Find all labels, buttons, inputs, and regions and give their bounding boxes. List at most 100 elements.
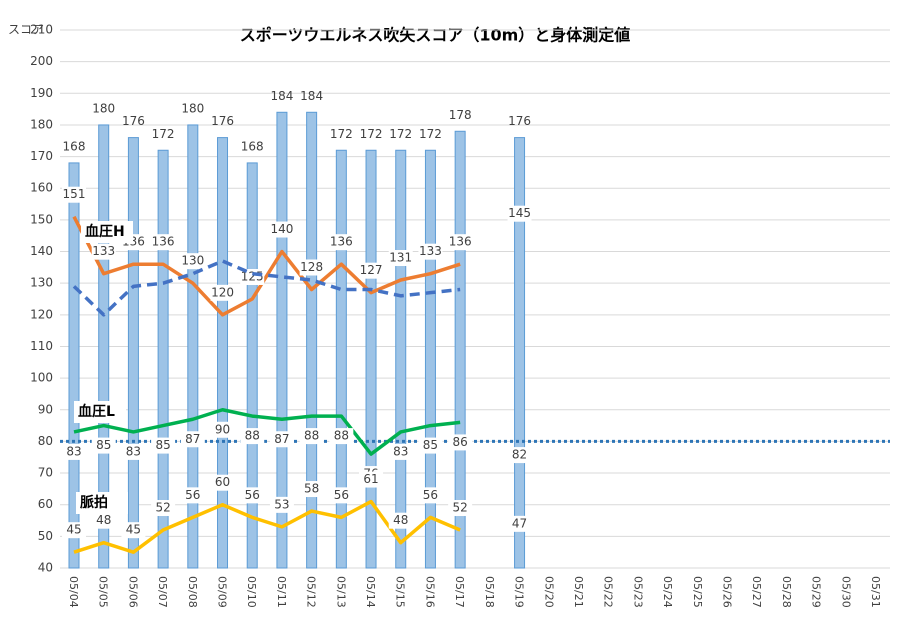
label-bg — [62, 522, 86, 539]
label-bg — [448, 234, 473, 251]
bar-label: 178 — [449, 108, 472, 122]
bar — [246, 162, 258, 569]
data-label: 48 — [96, 513, 111, 527]
x-tick-label: 05/11 — [275, 576, 288, 608]
bar-label: 176 — [508, 114, 531, 128]
bar — [127, 137, 139, 569]
label-bg — [210, 421, 235, 438]
x-tick-label: 05/08 — [186, 576, 199, 608]
data-label: 48 — [393, 513, 408, 527]
label-bg — [329, 428, 354, 445]
label-bg — [151, 234, 176, 251]
y-tick-label: 190 — [30, 86, 53, 100]
label-bg — [151, 500, 176, 517]
y-tick-label: 120 — [30, 307, 53, 321]
y-tick-label: 130 — [30, 276, 53, 290]
x-tick-label: 05/15 — [394, 576, 407, 608]
label-bg — [388, 443, 413, 460]
data-label: 82 — [512, 448, 527, 462]
data-label: 120 — [211, 285, 234, 299]
x-tick-label: 05/31 — [869, 576, 882, 608]
x-tick-label: 05/16 — [423, 576, 436, 608]
y-tick-label: 150 — [30, 212, 53, 226]
data-label: 87 — [185, 432, 200, 446]
line — [74, 217, 520, 315]
x-tick-label: 05/12 — [305, 576, 318, 608]
label-bg — [448, 500, 473, 517]
x-tick-label: 05/25 — [691, 576, 704, 608]
data-label: 61 — [363, 472, 378, 486]
label-bg — [210, 474, 235, 491]
data-label: 136 — [152, 235, 175, 249]
label-bg — [121, 522, 146, 539]
x-tick-label: 05/07 — [156, 576, 169, 608]
label-bg — [359, 471, 384, 488]
y-tick-label: 200 — [30, 54, 53, 68]
data-label: 60 — [215, 475, 230, 489]
label-bg — [91, 512, 116, 529]
data-label: 86 — [453, 435, 468, 449]
bar-label: 184 — [300, 89, 323, 103]
label-bg — [299, 481, 324, 498]
data-label: 56 — [185, 488, 200, 502]
label-bg — [240, 428, 265, 445]
x-tick-label: 05/29 — [810, 576, 823, 608]
label-bg — [329, 234, 354, 251]
bar — [514, 137, 526, 569]
bar — [306, 111, 318, 569]
bar-label: 168 — [241, 139, 264, 153]
series-annotation: 血圧L — [78, 403, 115, 420]
x-tick-label: 05/13 — [334, 576, 347, 608]
bar — [217, 137, 229, 569]
y-tick-label: 170 — [30, 149, 53, 163]
data-label: 140 — [270, 222, 293, 236]
x-tick-label: 05/30 — [839, 576, 852, 608]
data-label: 131 — [389, 251, 412, 265]
label-bg — [269, 221, 294, 238]
data-label: 125 — [241, 270, 264, 284]
x-tick-label: 05/22 — [602, 576, 615, 608]
x-tick-label: 05/20 — [542, 576, 555, 608]
bar — [454, 130, 466, 569]
bar — [157, 149, 169, 569]
label-bg — [269, 496, 294, 513]
bar — [424, 149, 436, 569]
data-label: 88 — [304, 429, 319, 443]
label-bg — [448, 434, 473, 451]
data-label: 127 — [360, 263, 383, 277]
data-label: 52 — [155, 501, 170, 515]
bar — [187, 124, 199, 569]
annotation-bg — [74, 401, 126, 423]
data-label: 130 — [181, 254, 204, 268]
data-label: 56 — [334, 488, 349, 502]
bar-label: 172 — [152, 127, 175, 141]
y-tick-label: 90 — [38, 402, 53, 416]
y-tick-label: 180 — [30, 117, 53, 131]
bar-label: 172 — [389, 127, 412, 141]
label-bg — [180, 487, 205, 504]
bar — [335, 149, 347, 569]
y-tick-label: 70 — [38, 466, 53, 480]
x-tick-label: 05/26 — [720, 576, 733, 608]
bar-label: 184 — [270, 89, 293, 103]
y-tick-label: 80 — [38, 434, 53, 448]
bar — [98, 124, 110, 569]
data-label: 145 — [508, 206, 531, 220]
data-label: 47 — [512, 516, 527, 530]
label-bg — [299, 259, 324, 276]
annotation-bg — [76, 492, 128, 514]
x-tick-label: 05/05 — [97, 576, 110, 608]
data-label: 85 — [423, 438, 438, 452]
bar-label: 172 — [360, 127, 383, 141]
bar-label: 172 — [330, 127, 353, 141]
x-tick-label: 05/10 — [245, 576, 258, 608]
label-bg — [388, 250, 413, 267]
label-bg — [180, 431, 205, 448]
label-bg — [91, 437, 116, 454]
y-tick-label: 110 — [30, 339, 53, 353]
label-bg — [329, 487, 354, 504]
label-bg — [269, 431, 294, 448]
chart-title: スポーツウエルネス吹矢スコア（10m）と身体測定値 — [240, 26, 631, 45]
label-bg — [507, 447, 532, 464]
